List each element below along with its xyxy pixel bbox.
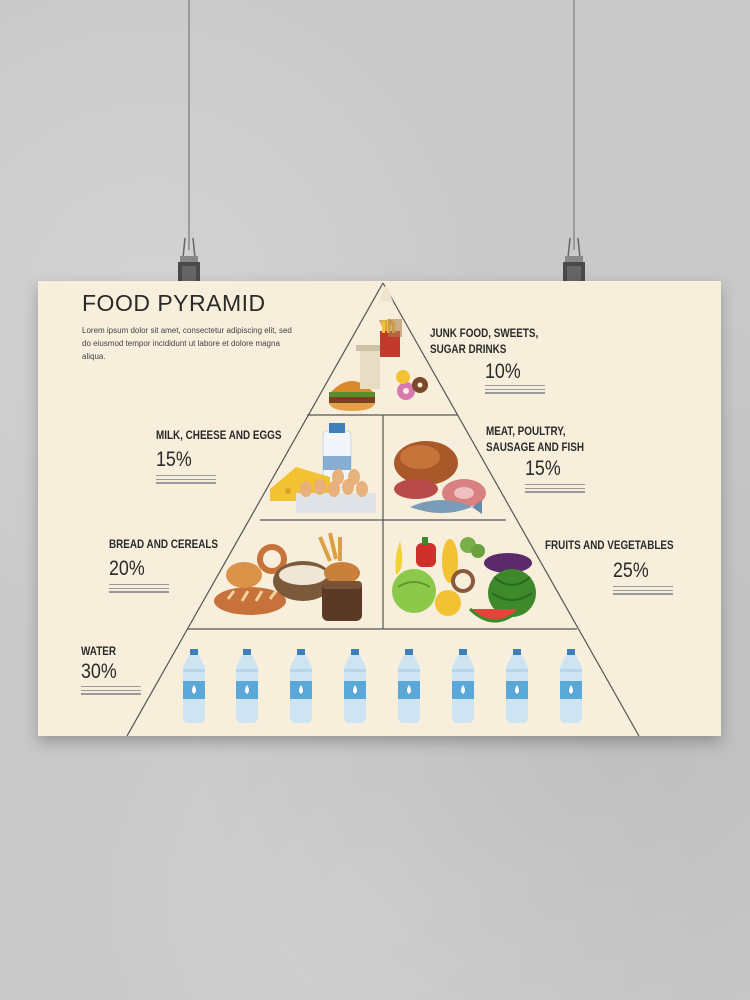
water-bottle-icon — [452, 649, 474, 723]
bread-description — [109, 584, 169, 595]
junk-food-percent: 10% — [485, 360, 521, 383]
water-bottle-icon — [506, 649, 528, 723]
junk-food-label-line2: SUGAR DRINKS — [430, 344, 507, 356]
water-bottle-icon — [560, 649, 582, 723]
poster-intro-text: Lorem ipsum dolor sit amet, consectetur … — [82, 326, 292, 361]
water-description — [81, 686, 141, 697]
fruits-label: FRUITS AND VEGETABLES — [545, 540, 674, 552]
dairy-illustration — [270, 423, 376, 513]
junk-food-label-line1: JUNK FOOD, SWEETS, — [430, 328, 539, 340]
meat-percent: 15% — [525, 457, 561, 480]
food-pyramid-poster: FOOD PYRAMID Lorem ipsum dolor sit amet,… — [38, 281, 721, 736]
binder-clip-right — [563, 237, 585, 286]
binder-clip-left — [178, 237, 200, 286]
hanging-wire-left — [188, 0, 190, 250]
pyramid-graphic — [126, 282, 640, 736]
dairy-percent: 15% — [156, 448, 192, 471]
dairy-description — [156, 475, 216, 486]
water-bottle-icon — [183, 649, 205, 723]
junk-food-illustration — [329, 284, 428, 411]
meat-illustration — [394, 437, 486, 514]
hanging-wire-right — [573, 0, 575, 250]
junk-food-description — [485, 385, 545, 396]
water-bottles — [183, 649, 582, 723]
bread-label: BREAD AND CEREALS — [109, 539, 218, 551]
bread-illustration — [214, 532, 362, 621]
dairy-label: MILK, CHEESE AND EGGS — [156, 430, 282, 442]
water-bottle-icon — [290, 649, 312, 723]
fruits-percent: 25% — [613, 559, 649, 582]
water-label: WATER — [81, 646, 116, 658]
water-bottle-icon — [398, 649, 420, 723]
poster-title: FOOD PYRAMID — [82, 290, 266, 316]
fruits-description — [613, 586, 673, 597]
bread-percent: 20% — [109, 557, 145, 580]
water-percent: 30% — [81, 660, 117, 683]
meat-label-line2: SAUSAGE AND FISH — [486, 442, 584, 454]
meat-label-line1: MEAT, POULTRY, — [486, 426, 566, 438]
water-bottle-icon — [344, 649, 366, 723]
meat-description — [525, 484, 585, 495]
fruits-vegetables-illustration — [392, 537, 536, 623]
water-bottle-icon — [236, 649, 258, 723]
